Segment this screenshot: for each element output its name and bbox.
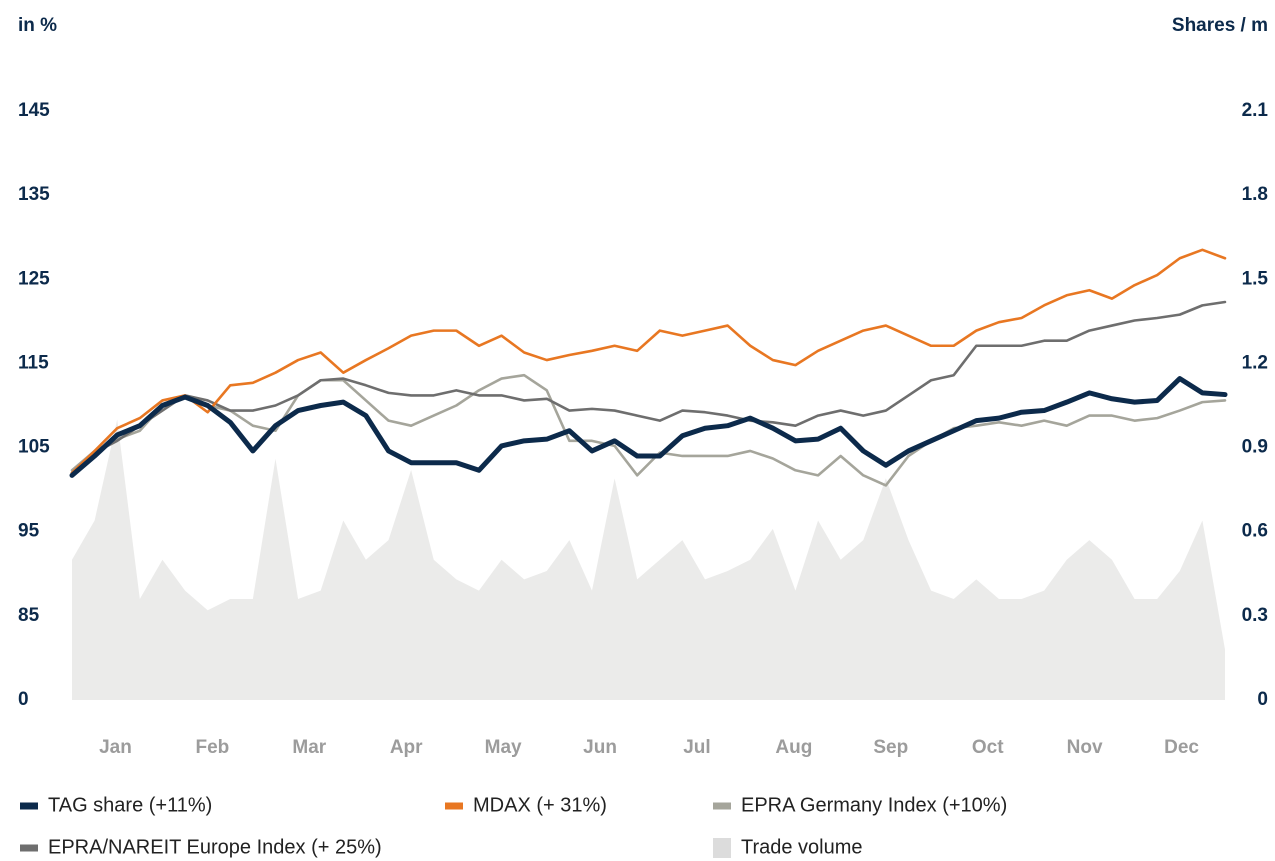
y-tick-label: 95 (18, 521, 40, 542)
x-tick-label: Jan (99, 737, 132, 758)
legend-label: EPRA Germany Index (+10%) (741, 794, 1007, 816)
x-tick-label: Feb (195, 737, 229, 758)
x-tick-label: Sep (873, 737, 908, 758)
x-tick-label: Jul (683, 737, 710, 758)
x-tick-label: Oct (972, 737, 1004, 758)
x-tick-label: May (485, 737, 522, 758)
legend-swatch (713, 838, 731, 858)
series-line (70, 248, 1227, 475)
y2-tick-label: 0.3 (1242, 605, 1268, 626)
y2-tick-label: 2.1 (1242, 100, 1269, 121)
legend: TAG share (+11%) MDAX (+ 31%) EPRA Germany… (20, 794, 1007, 858)
legend-label: TAG share (+11%) (48, 794, 212, 816)
x-tick-label: Dec (1164, 737, 1199, 758)
y-tick-label: 0 (18, 689, 29, 710)
y2-tick-label: 1.5 (1242, 268, 1269, 289)
volume-area (72, 419, 1225, 700)
legend-label: MDAX (+ 31%) (473, 794, 607, 816)
legend-label: Trade volume (741, 836, 863, 858)
x-tick-label: Aug (775, 737, 812, 758)
plot-area: 0 85 95 105 115 125 135 145 0 0.3 0.6 0.9 1.2 1.5 1.8 2… (18, 100, 1268, 758)
y-tick-label: 125 (18, 268, 50, 289)
y-tick-label: 105 (18, 437, 50, 458)
y-tick-label: 115 (18, 352, 49, 373)
legend-swatch (445, 802, 463, 810)
legend-swatch (20, 844, 38, 852)
y2-tick-label: 1.8 (1242, 184, 1268, 205)
y2-tick-label: 0.9 (1242, 437, 1268, 458)
x-tick-label: Nov (1067, 737, 1103, 758)
legend-label: EPRA/NAREIT Europe Index (+ 25%) (48, 836, 382, 858)
y2-axis-title: Shares / m (1172, 15, 1268, 36)
x-tick-label: Jun (583, 737, 617, 758)
y2-tick-label: 0.6 (1242, 521, 1268, 542)
legend-swatch (20, 802, 38, 810)
y-tick-label: 135 (18, 184, 50, 205)
series-line (69, 376, 1228, 478)
y-tick-label: 145 (18, 100, 50, 121)
y-axis-title: in % (18, 15, 57, 36)
y2-tick-label: 0 (1257, 689, 1268, 710)
series-line (70, 373, 1227, 487)
x-tick-label: Apr (390, 737, 423, 758)
y-tick-label: 85 (18, 605, 40, 626)
legend-swatch (713, 802, 731, 810)
x-tick-label: Mar (292, 737, 326, 758)
y2-tick-label: 1.2 (1242, 352, 1268, 373)
series-line (70, 300, 1227, 475)
